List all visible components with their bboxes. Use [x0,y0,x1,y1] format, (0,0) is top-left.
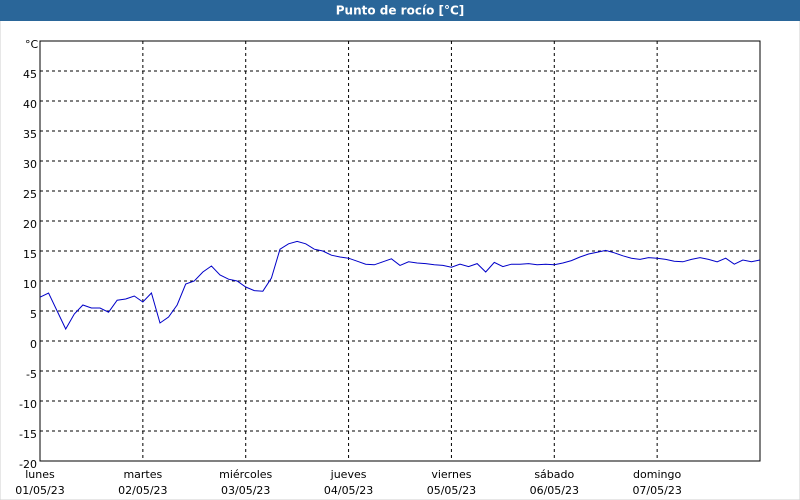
y-tick-label: -20 [19,458,37,471]
x-tick-label: 05/05/23 [427,484,476,497]
x-tick-label: domingo [633,468,681,481]
title-bar [0,0,800,21]
x-tick-label: martes [123,468,162,481]
x-tick-label: 02/05/23 [118,484,167,497]
y-tick-label: 40 [23,98,37,111]
x-tick-label: jueves [330,468,367,481]
x-tick-label: viernes [431,468,471,481]
x-tick-label: 04/05/23 [324,484,373,497]
data-line [39,240,761,331]
y-tick-label: 20 [23,218,37,231]
y-tick-label: -15 [19,428,37,441]
x-tick-label: lunes [25,468,55,481]
chart-title: Punto de rocío [°C] [336,4,465,18]
y-tick-label: 45 [23,68,37,81]
y-tick-label: -5 [26,368,37,381]
x-tick-label: 06/05/23 [530,484,579,497]
y-tick-label: 15 [23,248,37,261]
x-tick-label: 07/05/23 [632,484,681,497]
x-tick-label: 01/05/23 [15,484,64,497]
y-tick-label: °C [25,38,39,51]
y-tick-label: -10 [19,398,37,411]
y-tick-label: 0 [30,338,37,351]
x-tick-label: sábado [534,468,574,481]
y-tick-label: 30 [23,158,37,171]
x-tick-label: miércoles [219,468,272,481]
y-tick-label: 25 [23,188,37,201]
y-tick-label: 10 [23,278,37,291]
y-tick-label: 5 [30,308,37,321]
x-tick-label: 03/05/23 [221,484,270,497]
y-tick-label: 35 [23,128,37,141]
